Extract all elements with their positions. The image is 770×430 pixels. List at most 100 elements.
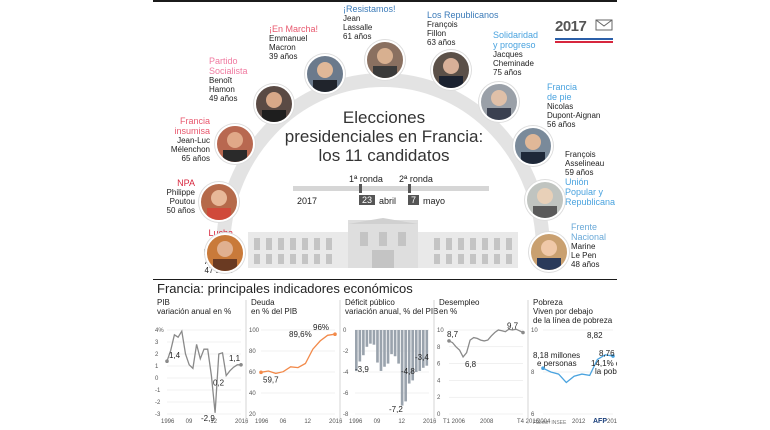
- y-tick-label: 2: [437, 395, 441, 401]
- data-label: -4,8: [401, 367, 415, 376]
- deficit-bar: [390, 330, 393, 355]
- candidate-lassalle: ¡Resistamos! Jean Lassalle 61 años: [343, 4, 399, 41]
- party-label-2: de pie: [547, 92, 572, 102]
- title-line-2: presidenciales en Francia:: [284, 127, 484, 146]
- candidate-age: 61 años: [343, 32, 372, 41]
- deficit-bar: [372, 330, 376, 345]
- candidate-photo-lassalle: [365, 40, 405, 80]
- x-tick-label: 2016: [235, 419, 249, 425]
- deficit-bar: [376, 330, 379, 363]
- data-label: 8,18 millones: [533, 351, 580, 360]
- candidate-asselineau: François Asselineau 59 años Unión Popula…: [565, 150, 617, 207]
- agency-logo: AFP: [593, 418, 607, 425]
- x-tick-label: 2014: [607, 419, 617, 425]
- y-tick-label: 4: [437, 378, 441, 384]
- date2-month: mayo: [423, 196, 446, 206]
- candidate-macron: ¡En Marcha! Emmanuel Macron 39 años: [269, 24, 321, 61]
- candidate-le-pen: Frente Nacional Marine Le Pen 48 años: [571, 222, 617, 269]
- round1-label: 1ª ronda: [349, 174, 383, 184]
- data-label: -2,9: [201, 414, 215, 423]
- candidate-last-name: Poutou: [169, 197, 195, 206]
- candidate-age: 75 años: [493, 68, 522, 77]
- candidate-first-name: Jean-Luc: [177, 136, 210, 145]
- candidate-last-name: Fillon: [427, 29, 447, 38]
- party-label-2: insumisa: [174, 126, 210, 136]
- candidate-photo-melenchon: [215, 124, 255, 164]
- chart-subtitle: variación anual en %: [157, 307, 231, 316]
- deficit-bar: [358, 330, 362, 362]
- y-tick-label: 40: [249, 391, 256, 397]
- candidate-first-name: François: [565, 150, 596, 159]
- y-tick-label: 100: [249, 328, 260, 334]
- chart-subtitle: variación anual, % del PIB: [345, 307, 438, 316]
- round2-label: 2ª ronda: [399, 174, 433, 184]
- x-tick-label: 2016: [423, 419, 437, 425]
- deficit-bar: [421, 330, 425, 368]
- candidate-first-name: Benoît: [209, 76, 233, 85]
- chart-subtitle: en %: [439, 307, 457, 316]
- series-line: [542, 354, 614, 384]
- x-tick-label: 12: [304, 419, 311, 425]
- candidate-photo-arthaud: [205, 233, 245, 273]
- party-label-2: y progreso: [493, 40, 536, 50]
- chart-title: Deuda: [251, 298, 275, 307]
- x-tick-label: 2012: [572, 419, 586, 425]
- y-tick-label: 80: [249, 349, 256, 355]
- candidate-last-name: Dupont-Aignan: [547, 111, 601, 120]
- deficit-bar: [397, 330, 400, 364]
- y-tick-label: 4%: [155, 328, 164, 334]
- candidate-photo-dupont-aignan: [513, 126, 553, 166]
- y-tick-label: 8: [531, 370, 535, 376]
- y-tick-label: 10: [437, 328, 444, 334]
- candidate-age: 56 años: [547, 120, 576, 129]
- envelope-icon: [595, 19, 613, 31]
- chart-subtitle: Viven por debajo: [533, 307, 593, 316]
- deficit-bar: [418, 330, 422, 371]
- candidate-dupont-aignan: Francia de pie Nicolas Dupont-Aignan 56 …: [547, 82, 617, 129]
- x-tick-label: 1996: [255, 419, 269, 425]
- candidate-first-name: Nicolas: [547, 102, 574, 111]
- data-label: 89,6%: [289, 330, 312, 339]
- data-point: [239, 363, 243, 367]
- data-label: 14,1% de: [591, 359, 617, 368]
- deficit-bar: [407, 330, 411, 384]
- title-line-1: Elecciones: [342, 108, 426, 127]
- party-label: Francia: [547, 82, 578, 92]
- chart-title: Pobreza: [533, 298, 563, 307]
- candidate-photo-hamon: [254, 84, 294, 124]
- candidate-age: 48 años: [571, 260, 600, 269]
- candidate-age: 39 años: [269, 52, 298, 61]
- deficit-bar: [355, 330, 358, 371]
- logo-year: 2017: [555, 18, 587, 35]
- deficit-bar: [383, 330, 386, 367]
- y-tick-label: -2: [343, 349, 349, 355]
- timeline-year: 2017: [297, 196, 318, 206]
- election-logo: 2017: [555, 18, 615, 43]
- series-line: [448, 328, 524, 359]
- chart-subtitle: en % del PIB: [251, 307, 297, 316]
- deficit-bar: [369, 330, 372, 344]
- y-tick-label: 3: [155, 340, 159, 346]
- y-tick-label: -1: [155, 388, 161, 394]
- data-label: -3,9: [355, 365, 369, 374]
- y-tick-label: 20: [249, 412, 256, 418]
- chart-title: PIB: [157, 298, 170, 307]
- candidate-first-name: Philippe: [166, 188, 195, 197]
- candidate-first-name: Emmanuel: [269, 34, 308, 43]
- x-tick-label: 09: [186, 419, 193, 425]
- party-label: Unión: [565, 177, 589, 187]
- candidate-poutou: NPA Philippe Poutou 50 años: [153, 178, 195, 215]
- candidate-last-name: Lassalle: [343, 23, 373, 32]
- candidate-fillon: Los Republicanos François Fillon 63 años: [427, 10, 507, 47]
- chart-subtitle-2: de la línea de pobreza: [533, 316, 613, 325]
- candidate-last-name: Cheminade: [493, 59, 534, 68]
- deficit-bar: [425, 330, 429, 366]
- candidates-arc: [216, 73, 550, 251]
- y-tick-label: 6: [531, 412, 535, 418]
- candidate-last-name: Le Pen: [571, 251, 597, 260]
- title-line-3: los 11 candidatos: [318, 146, 450, 165]
- deficit-bar: [411, 330, 415, 381]
- party-label: Los Republicanos: [427, 10, 499, 20]
- candidate-age: 65 años: [181, 154, 210, 163]
- data-label-2: e personas: [537, 359, 577, 368]
